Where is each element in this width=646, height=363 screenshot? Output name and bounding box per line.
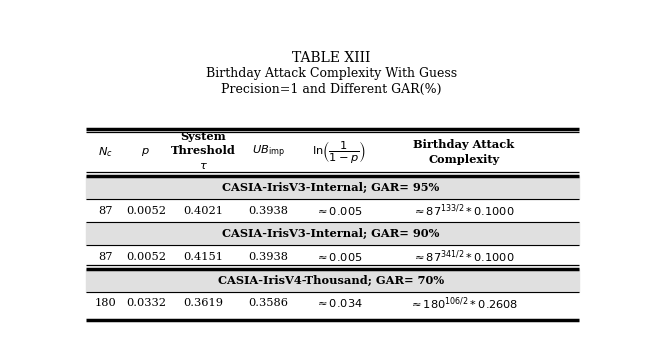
Text: $\approx 87^{341/2} * 0.1000$: $\approx 87^{341/2} * 0.1000$ [412, 249, 515, 265]
Text: CASIA-IrisV4-Thousand; GAR= 70%: CASIA-IrisV4-Thousand; GAR= 70% [218, 275, 444, 286]
Text: 0.0332: 0.0332 [126, 298, 166, 308]
Text: 0.4151: 0.4151 [183, 252, 224, 262]
Text: 0.0052: 0.0052 [126, 205, 166, 216]
Text: $\approx 0.005$: $\approx 0.005$ [315, 251, 362, 263]
Text: 87: 87 [99, 205, 113, 216]
Text: Birthday Attack
Complexity: Birthday Attack Complexity [413, 139, 514, 165]
Text: 0.4021: 0.4021 [183, 205, 224, 216]
Text: $\ln\!\left(\dfrac{1}{1-p}\right)$: $\ln\!\left(\dfrac{1}{1-p}\right)$ [311, 139, 366, 165]
Text: 0.0052: 0.0052 [126, 252, 166, 262]
Text: Birthday Attack Complexity With Guess: Birthday Attack Complexity With Guess [205, 67, 457, 80]
Text: CASIA-IrisV3-Internal; GAR= 95%: CASIA-IrisV3-Internal; GAR= 95% [222, 182, 440, 193]
Text: Precision=1 and Different GAR(%): Precision=1 and Different GAR(%) [221, 83, 441, 96]
Bar [86, 269, 579, 292]
Text: 0.3586: 0.3586 [249, 298, 289, 308]
Text: $\approx 180^{106/2} * 0.2608$: $\approx 180^{106/2} * 0.2608$ [409, 295, 518, 312]
Text: $p$: $p$ [141, 146, 151, 158]
Text: $\approx 0.034$: $\approx 0.034$ [315, 297, 362, 309]
Text: 0.3619: 0.3619 [183, 298, 224, 308]
Text: 0.3938: 0.3938 [249, 252, 289, 262]
Text: CASIA-IrisV3-Internal; GAR= 90%: CASIA-IrisV3-Internal; GAR= 90% [222, 228, 440, 239]
Text: $\approx 0.005$: $\approx 0.005$ [315, 205, 362, 217]
Text: $\approx 87^{133/2} * 0.1000$: $\approx 87^{133/2} * 0.1000$ [412, 202, 515, 219]
Text: $UB_{\mathrm{imp}}$: $UB_{\mathrm{imp}}$ [252, 144, 285, 160]
Text: TABLE XIII: TABLE XIII [292, 50, 370, 65]
Text: 180: 180 [95, 298, 117, 308]
Text: $N_c$: $N_c$ [98, 146, 113, 159]
Text: System
Threshold
$\tau$: System Threshold $\tau$ [171, 131, 236, 171]
Text: 87: 87 [99, 252, 113, 262]
Text: 0.3938: 0.3938 [249, 205, 289, 216]
Bar [86, 222, 579, 245]
Bar [86, 176, 579, 199]
